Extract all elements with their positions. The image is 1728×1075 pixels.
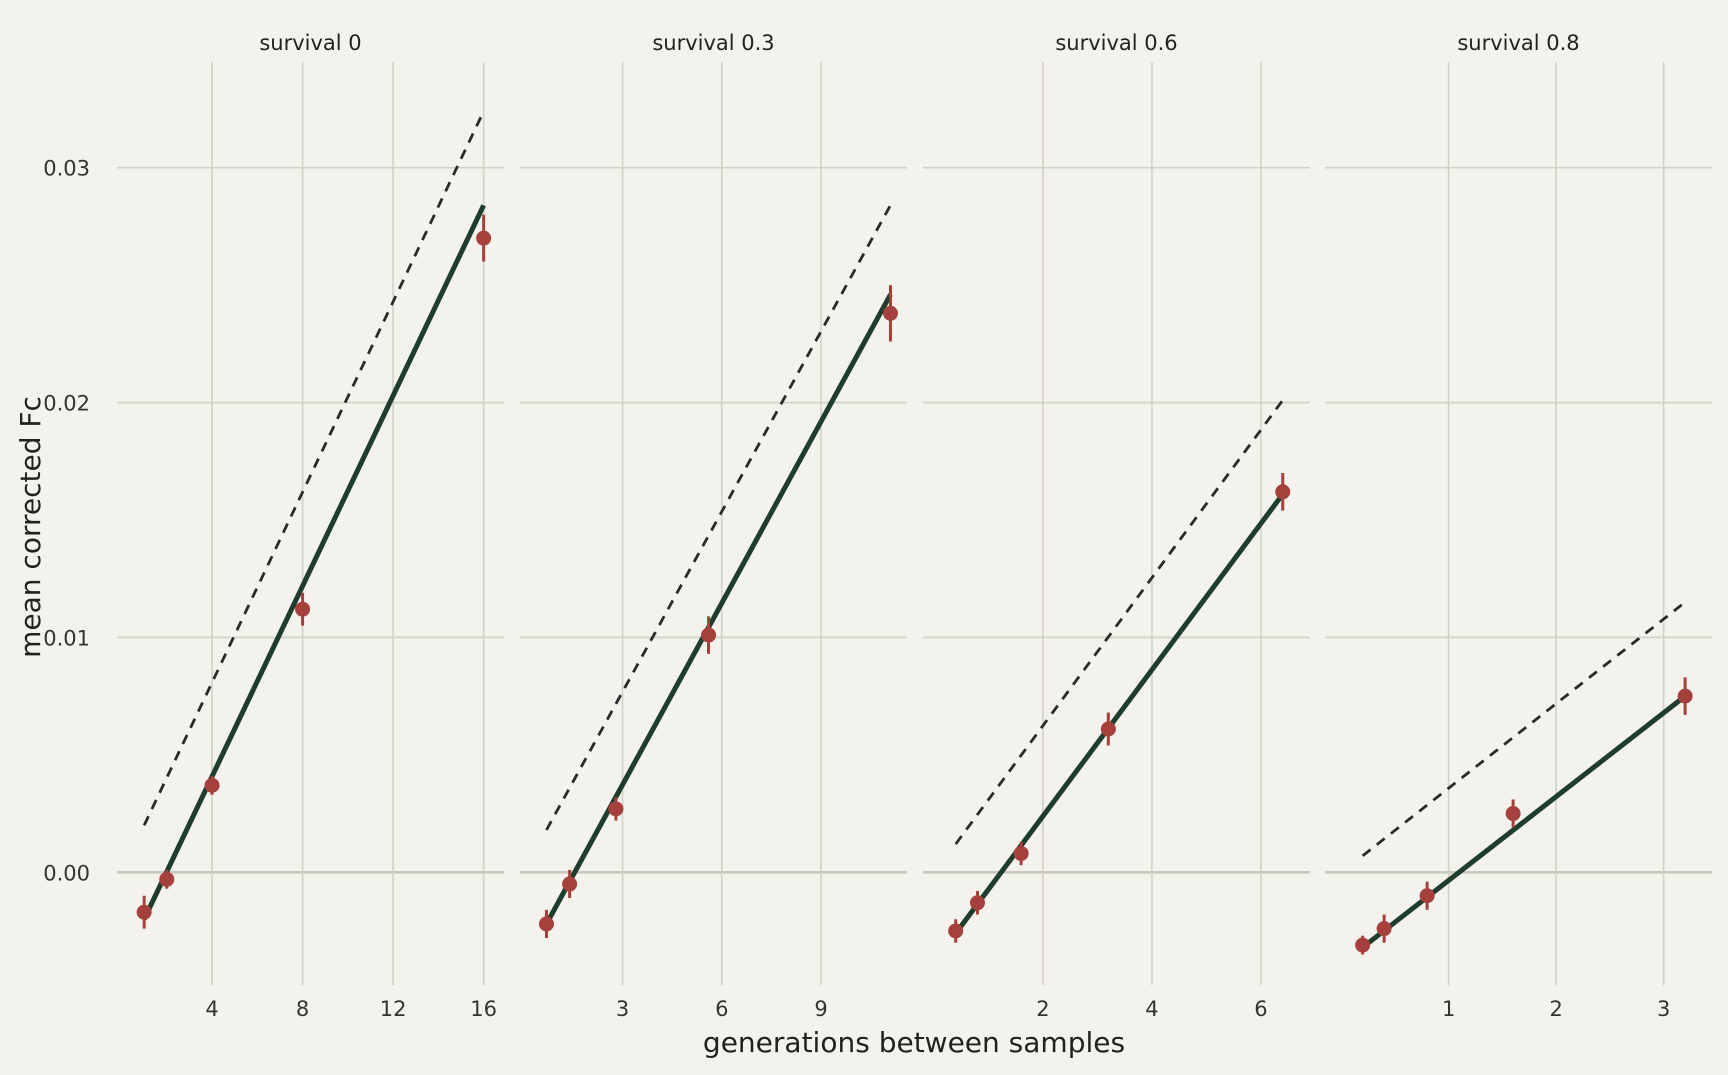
facet-title: survival 0.8: [1457, 31, 1579, 55]
data-point: [136, 904, 152, 920]
data-point: [159, 871, 175, 887]
data-point: [882, 305, 898, 321]
panel-3: 2 4 6 survival 0.6: [923, 31, 1310, 1021]
x-tick-label: 8: [296, 997, 309, 1021]
y-axis: 0.00 0.01 0.02 0.03: [43, 157, 90, 886]
facet-title: survival 0.3: [652, 31, 774, 55]
data-point: [476, 230, 492, 246]
x-tick-label: 1: [1442, 997, 1455, 1021]
data-point: [1013, 845, 1029, 861]
data-point: [1100, 721, 1116, 737]
expected-line: [1361, 601, 1686, 857]
data-point: [538, 916, 554, 932]
panel-2: 3 6 9 survival 0.3: [520, 31, 907, 1021]
x-tick-label: 3: [1657, 997, 1670, 1021]
expected-line: [545, 204, 892, 831]
data-point: [1376, 921, 1392, 937]
data-point: [948, 923, 964, 939]
x-tick-label: 4: [1145, 997, 1158, 1021]
facet-title: survival 0.6: [1055, 31, 1177, 55]
data-point: [1275, 484, 1291, 500]
data-point: [608, 801, 624, 817]
facet-title: survival 0: [259, 31, 361, 55]
expected-line: [142, 110, 485, 826]
y-tick-label: 0.00: [43, 861, 90, 885]
x-tick-label: 9: [814, 997, 827, 1021]
data-point: [970, 895, 986, 911]
data-point: [204, 777, 220, 793]
y-tick-label: 0.02: [43, 392, 90, 416]
y-tick-label: 0.01: [43, 626, 90, 650]
x-tick-label: 4: [205, 997, 218, 1021]
y-axis-title: mean corrected Fc: [14, 396, 47, 658]
x-tick-label: 2: [1549, 997, 1562, 1021]
x-tick-label: 12: [380, 997, 407, 1021]
data-point: [701, 627, 717, 643]
fit-line: [544, 293, 893, 926]
x-tick-label: 3: [616, 997, 629, 1021]
y-tick-label: 0.03: [43, 157, 90, 181]
x-tick-label: 6: [1254, 997, 1267, 1021]
data-point: [295, 601, 311, 617]
fit-line: [953, 492, 1285, 935]
x-axis-title: generations between samples: [703, 1026, 1125, 1059]
fit-line: [1361, 694, 1687, 950]
data-point: [1505, 806, 1521, 822]
data-point: [1419, 888, 1435, 904]
data-point: [1355, 937, 1371, 953]
x-tick-label: 16: [470, 997, 497, 1021]
panel-1: 4 8 12 16 survival 0: [117, 31, 504, 1021]
expected-line: [954, 399, 1284, 845]
x-tick-label: 6: [715, 997, 728, 1021]
data-point: [1677, 688, 1693, 704]
x-tick-label: 2: [1036, 997, 1049, 1021]
data-point: [562, 876, 578, 892]
panel-4: 1 2 3 survival 0.8: [1325, 31, 1712, 1021]
fit-line: [141, 204, 486, 921]
